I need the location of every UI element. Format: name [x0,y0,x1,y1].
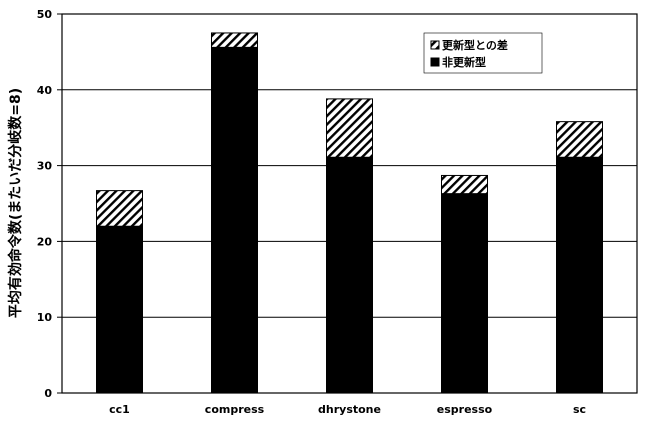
legend-swatch-update-diff [430,40,440,50]
x-tick-label-espresso: espresso [437,403,493,416]
legend-box [423,32,543,74]
bar-sc-non-update [556,156,603,394]
bar-sc-update-diff [556,121,603,158]
bars [96,32,603,394]
legend-swatch-non-update [430,57,440,67]
plot-frame [61,13,638,394]
y-tick-label-20: 20 [37,235,53,248]
bar-espresso-non-update [441,193,488,394]
y-axis-title: 平均有効命令数(またいだ分岐数=8) [7,88,24,318]
x-axis-labels: cc1 compress dhrystone espresso sc [109,403,586,416]
y-tick-label-50: 50 [37,8,53,21]
x-tick-label-cc1: cc1 [109,403,130,416]
bar-compress-non-update [211,46,258,394]
x-tick-label-compress: compress [205,403,265,416]
x-tick-label-sc: sc [573,403,586,416]
bar-compress-update-diff [211,32,258,48]
bar-espresso-update-diff [441,174,488,195]
y-tick-label-30: 30 [37,160,53,173]
y-tick-label-10: 10 [37,311,53,324]
bar-dhrystone-update-diff [326,98,373,158]
y-axis-ticks: 0 10 20 30 40 50 [37,8,62,400]
y-tick-label-0: 0 [44,387,52,400]
bar-cc1-update-diff [96,190,143,227]
legend-label-non-update: 非更新型 [442,55,486,69]
y-tick-label-40: 40 [37,84,53,97]
legend: 更新型との差 非更新型 [423,32,543,74]
bar-dhrystone-non-update [326,156,373,394]
legend-label-update-diff: 更新型との差 [442,38,508,52]
bar-cc1-non-update [96,225,143,394]
x-tick-label-dhrystone: dhrystone [318,403,381,416]
